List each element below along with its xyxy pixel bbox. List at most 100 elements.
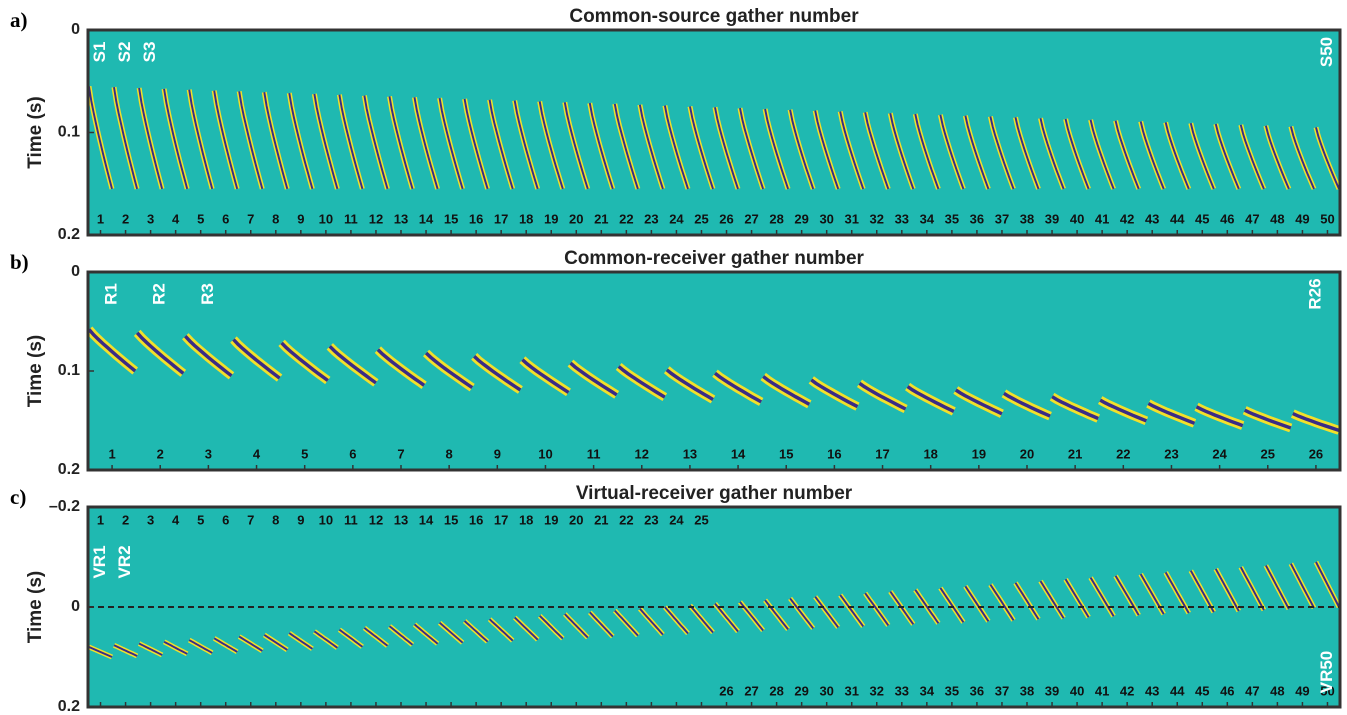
gather-number: 18 (923, 446, 937, 461)
wavefront-trough (514, 616, 539, 641)
gather-number: 46 (1220, 211, 1234, 226)
gather-number: 14 (731, 446, 746, 461)
gather-number: 35 (945, 211, 959, 226)
wavefront-trough (1239, 566, 1265, 611)
wavefront-trough (488, 618, 514, 642)
wavefront-trough (810, 378, 859, 409)
gather-number: 16 (469, 512, 483, 527)
gather-number: 50 (1320, 683, 1334, 698)
wavefront-trough (814, 110, 840, 190)
wavefront-trough (413, 623, 439, 645)
wavefront-trough (588, 102, 614, 190)
gather-number: 47 (1245, 683, 1259, 698)
wavefront-trough (664, 606, 689, 635)
wavefront-trough (135, 331, 185, 375)
gather-number: 22 (619, 211, 633, 226)
gather-number: 19 (544, 512, 558, 527)
wavefront-trough (538, 101, 564, 190)
gather-number: 41 (1095, 683, 1109, 698)
gather-number: 30 (819, 683, 833, 698)
gather-number: 44 (1170, 211, 1185, 226)
wavefront-trough (163, 640, 188, 655)
wavefront-trough (864, 592, 890, 626)
wavefront-trough (839, 594, 864, 627)
gather-number: 28 (769, 683, 783, 698)
wavefront-trough (363, 95, 389, 190)
wavefront-trough (1315, 127, 1340, 190)
gather-number: 6 (222, 211, 229, 226)
wavefront-trough (213, 637, 238, 653)
wavefront-trough (614, 609, 639, 637)
gather-number: 34 (920, 683, 935, 698)
gather-number: 23 (1164, 446, 1178, 461)
gather-number: 13 (394, 512, 408, 527)
wavefront-trough (1014, 117, 1040, 190)
trace-label: VR1 (90, 545, 109, 578)
gather-number: 41 (1095, 211, 1109, 226)
gather-number: 16 (827, 446, 841, 461)
gather-number: 37 (995, 211, 1009, 226)
gather-number: 21 (594, 211, 608, 226)
wavefield (88, 326, 1340, 435)
wavefront-trough (1099, 398, 1148, 423)
wavefront-trough (184, 335, 233, 378)
gather-number: 20 (569, 211, 583, 226)
gather-number: 38 (1020, 683, 1034, 698)
gather-number: 30 (819, 211, 833, 226)
gather-number: 6 (349, 446, 356, 461)
gather-number: 5 (301, 446, 308, 461)
gather-number: 10 (538, 446, 552, 461)
gather-number: 15 (444, 211, 458, 226)
wavefront-trough (438, 97, 464, 190)
y-tick-label: 0.1 (58, 362, 80, 379)
gather-number: 3 (205, 446, 212, 461)
gather-number: 45 (1195, 211, 1209, 226)
wavefront-trough (1147, 401, 1196, 425)
trace-label: S1 (90, 42, 109, 63)
wavefront-trough (488, 99, 514, 190)
gather-number: 19 (972, 446, 986, 461)
wavefront-trough (954, 388, 1003, 416)
plot-area (88, 272, 1340, 470)
gather-number: 42 (1120, 211, 1134, 226)
gather-number: 22 (1116, 446, 1130, 461)
wavefront-trough (689, 106, 714, 190)
gather-number: 25 (1261, 446, 1275, 461)
gather-number: 7 (247, 211, 254, 226)
wavefront-trough (1315, 561, 1340, 608)
wavefront-trough (638, 104, 664, 190)
gather-number: 40 (1070, 683, 1084, 698)
gather-number: 48 (1270, 211, 1284, 226)
wavefront-trough (1114, 120, 1140, 190)
wavefront-trough (113, 87, 139, 190)
wavefront-trough (939, 114, 965, 190)
wavefront-trough (914, 589, 940, 624)
gather-number: 2 (157, 446, 164, 461)
gather-number: 32 (870, 683, 884, 698)
wavefront-trough (564, 613, 589, 639)
wavefront-trough (789, 109, 815, 190)
wavefront-trough (263, 92, 289, 190)
gather-number: 49 (1295, 211, 1309, 226)
trace-label: VR50 (1317, 651, 1336, 694)
wavefront-trough (188, 89, 214, 190)
wavefront-trough (388, 625, 414, 646)
wavefront-trough (1051, 395, 1099, 421)
gather-number: 45 (1195, 683, 1209, 698)
gather-number: 2 (122, 211, 129, 226)
gather-number: 43 (1145, 211, 1159, 226)
wavefront-trough (569, 361, 618, 397)
gather-number: 29 (794, 211, 808, 226)
gather-number: 24 (1212, 446, 1227, 461)
gather-number: 4 (253, 446, 261, 461)
gather-number: 25 (694, 211, 708, 226)
gather-number: 21 (1068, 446, 1082, 461)
wavefront-trough (1039, 580, 1065, 619)
chart-title: Common-source gather number (569, 6, 859, 27)
gather-number: 35 (945, 683, 959, 698)
wavefront-trough (663, 105, 689, 190)
wavefront-trough (989, 116, 1015, 190)
plot-area (88, 30, 1340, 235)
wavefront-trough (906, 385, 955, 413)
